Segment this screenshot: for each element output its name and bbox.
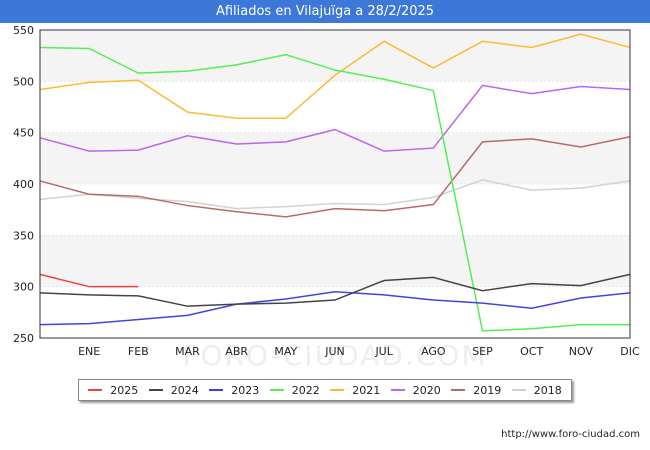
series-line-2021 — [39, 33, 631, 120]
legend-label: 2020 — [412, 383, 441, 397]
y-tick-label: 500 — [13, 75, 34, 88]
legend-label: 2018 — [533, 383, 562, 397]
x-tick-label: OCT — [520, 345, 543, 358]
x-tick-label: NOV — [569, 345, 594, 358]
x-tick-label: SEP — [472, 345, 493, 358]
legend-entry-2022: 2022 — [269, 383, 320, 397]
plot-frame — [39, 29, 631, 339]
legend-entry-2018: 2018 — [511, 383, 562, 397]
x-tick-label: ENE — [78, 345, 100, 358]
plot-band — [40, 286, 630, 338]
x-tick-label: JUN — [324, 345, 345, 358]
legend-swatch — [451, 389, 466, 391]
legend-entry-2021: 2021 — [330, 384, 380, 397]
y-tick-label: 450 — [13, 127, 34, 140]
x-tick-label: AGO — [421, 345, 446, 358]
x-tick-label: MAY — [274, 345, 297, 358]
plot-band — [40, 235, 630, 287]
watermark: FORO-CIUDAD.COM — [182, 339, 487, 372]
plot-band — [40, 184, 630, 236]
y-tick-label: 250 — [13, 332, 34, 345]
legend-swatch — [88, 389, 103, 391]
legend-entry-2020: 2020 — [390, 383, 441, 397]
series-line-2018 — [39, 179, 631, 210]
plot-band — [40, 81, 630, 133]
x-tick-labels: ENE FEB MAR ABR MAY JUN JUL AGO SEP OCT NOV DIC — [78, 345, 640, 358]
legend-label: 2024 — [170, 383, 199, 397]
legend-swatch — [148, 389, 163, 391]
legend-label: 2023 — [231, 383, 260, 397]
chart-title: Afiliados en Vilajuïga a 28/2/2025 — [0, 0, 650, 23]
x-tick-label: MAR — [175, 345, 200, 358]
series-lines — [39, 33, 631, 332]
legend-label: 2025 — [110, 383, 139, 397]
legend-swatch — [390, 389, 405, 391]
y-tick-label: 300 — [13, 281, 34, 294]
legend-entry-2023: 2023 — [209, 384, 259, 397]
series-line-2019 — [39, 136, 631, 218]
y-tick-labels: 250 300 350 400 450 500 550 — [13, 24, 34, 345]
axes — [39, 29, 631, 339]
x-tick-label: JUL — [374, 345, 393, 358]
legend-label: 2021 — [352, 383, 381, 397]
series-line-2023 — [39, 291, 631, 326]
x-tick-label: FEB — [128, 345, 149, 358]
legend-swatch — [209, 389, 224, 391]
plot-band — [40, 132, 630, 184]
y-tick-label: 550 — [13, 24, 34, 37]
x-tick-label: DIC — [620, 345, 640, 358]
legend-swatch — [511, 389, 526, 391]
y-tick-label: 350 — [13, 229, 34, 242]
series-line-2025 — [39, 273, 139, 288]
legend-label: 2019 — [473, 383, 502, 397]
legend-entry-2024: 2024 — [148, 383, 199, 397]
legend-entry-2019: 2019 — [451, 384, 501, 397]
legend: 2025 2024 2023 2022 2021 2020 2019 2018 — [78, 379, 572, 401]
legend-label: 2022 — [291, 383, 320, 397]
series-line-2022 — [39, 46, 630, 332]
series-line-2020 — [39, 84, 631, 152]
plot-band — [40, 30, 630, 82]
legend-swatch — [330, 389, 345, 391]
plot-bands — [40, 30, 630, 338]
series-line-2024 — [39, 273, 631, 307]
y-tick-label: 400 — [13, 178, 34, 191]
source-url: http://www.foro-ciudad.com — [501, 429, 640, 440]
x-tick-label: ABR — [225, 345, 248, 358]
legend-swatch — [269, 389, 284, 391]
legend-entry-2025: 2025 — [88, 384, 138, 397]
